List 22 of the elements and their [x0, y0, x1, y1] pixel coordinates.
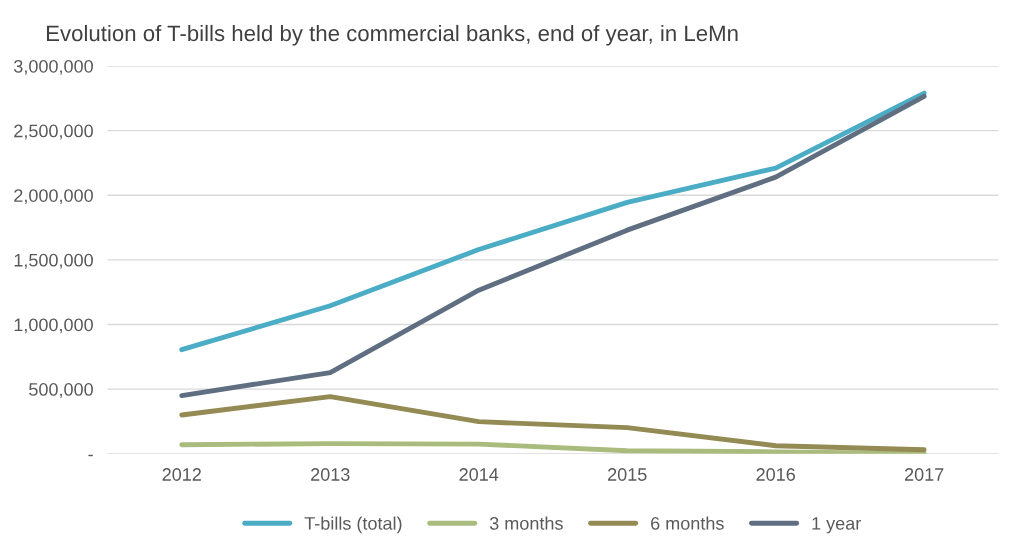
legend-label: 6 months: [651, 516, 724, 530]
y-tick-label: 1,000,000: [14, 318, 93, 334]
legend-label: T-bills (total): [304, 516, 402, 534]
y-tick-label: 2,000,000: [14, 189, 93, 205]
legend-label: 1 year: [812, 517, 861, 534]
chart-title: Evolution of T-bills held by the commercial banks, end of year, in LeMn: [46, 24, 738, 46]
line-series: [179, 441, 927, 454]
legend-label: 3 months: [489, 516, 563, 530]
y-tick-label: 2,500,000: [14, 124, 93, 140]
x-tick-label: 2016: [756, 468, 795, 481]
y-tick-label: 500,000: [29, 383, 93, 398]
y-tick-label: -: [88, 454, 93, 457]
x-tick-label: 2017: [904, 468, 944, 481]
y-tick-label: 3,000,000: [14, 59, 93, 75]
line-series: [179, 394, 927, 453]
line-series: [179, 90, 927, 353]
x-tick-label: 2013: [311, 468, 350, 481]
x-tick-label: 2015: [608, 468, 647, 481]
y-tick-label: 1,500,000: [14, 253, 93, 269]
line-series: [179, 93, 927, 399]
x-tick-label: 2012: [162, 468, 201, 481]
x-tick-label: 2014: [459, 468, 499, 481]
